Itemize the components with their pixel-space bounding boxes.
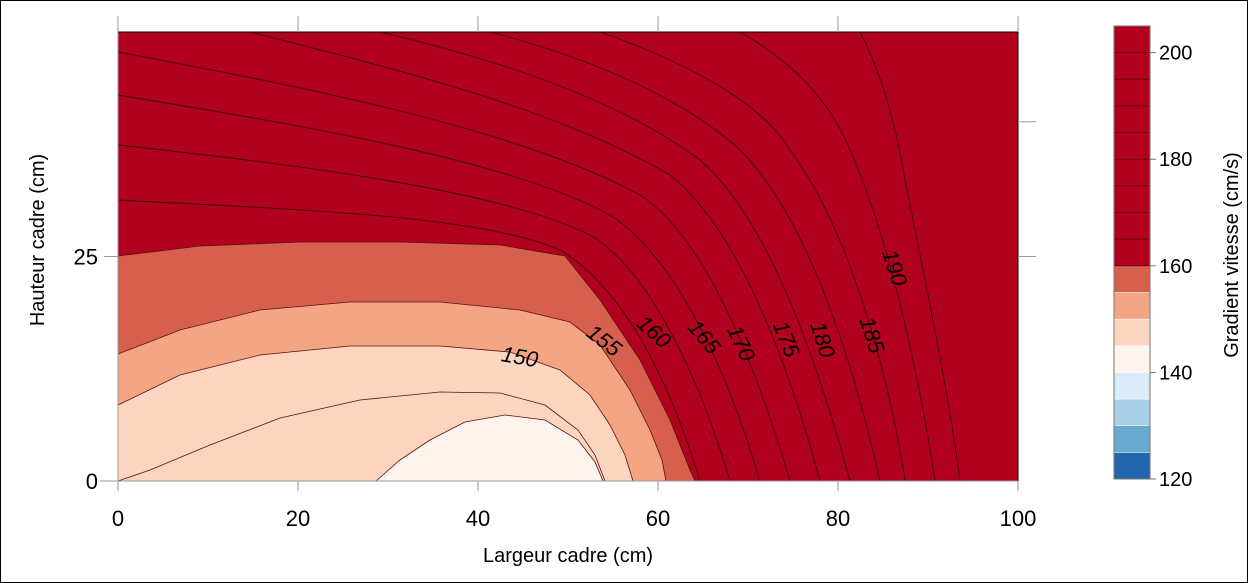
filled-contours [118,32,961,481]
colorbar-border [1113,25,1151,480]
contour-line-175 [118,94,761,481]
x-tick-label: 40 [466,506,490,531]
contour-line-185a [249,32,821,481]
colorbar-band [1113,398,1151,426]
top-ticks [117,16,1019,32]
colorbar-band [1113,318,1151,347]
x-tick-label: 60 [646,506,670,531]
region-lowest [375,414,604,481]
colorbar-band [1113,292,1151,320]
contour-line-190b [599,32,906,481]
contour-line-195a [739,32,936,481]
colorbar-band [1113,452,1151,480]
contour-line-185b [379,32,851,481]
contour-line-180 [118,51,791,481]
contour-line-165 [118,199,701,481]
y-tick-label: 0 [86,469,98,494]
right-ticks [1018,121,1036,257]
colorbar: 120 140 160 180 200 [1113,25,1192,491]
colorbar-band [1113,372,1151,400]
x-tick-label: 100 [1000,506,1037,531]
contour-lines [118,32,961,481]
colorbar-tick-label: 120 [1159,469,1192,491]
contour-line-170 [118,144,731,481]
colorbar-band [1113,425,1151,453]
colorbar-tick-label: 200 [1159,43,1192,65]
colorbar-tick-label: 160 [1159,256,1192,278]
y-tick-label: 25 [74,245,98,270]
x-tick-label: 80 [826,506,850,531]
colorbar-band [1113,265,1151,293]
x-axis-label: Largeur cadre (cm) [483,545,653,567]
y-axis-ticks: 0 25 [74,245,118,494]
y-axis-label: Hauteur cadre (cm) [27,154,49,326]
contour-line-190a [489,32,881,481]
colorbar-label: Gradient vitesse (cm/s) [1221,152,1243,358]
x-axis-ticks: 0 20 40 60 80 100 [112,481,1036,531]
x-tick-label: 20 [286,506,310,531]
contour-line-195b [859,32,961,481]
colorbar-tick-label: 180 [1159,149,1192,171]
colorbar-tick-label: 140 [1159,362,1192,384]
colorbar-band [1113,345,1151,373]
x-tick-label: 0 [112,506,124,531]
colorbar-band [1113,25,1151,267]
